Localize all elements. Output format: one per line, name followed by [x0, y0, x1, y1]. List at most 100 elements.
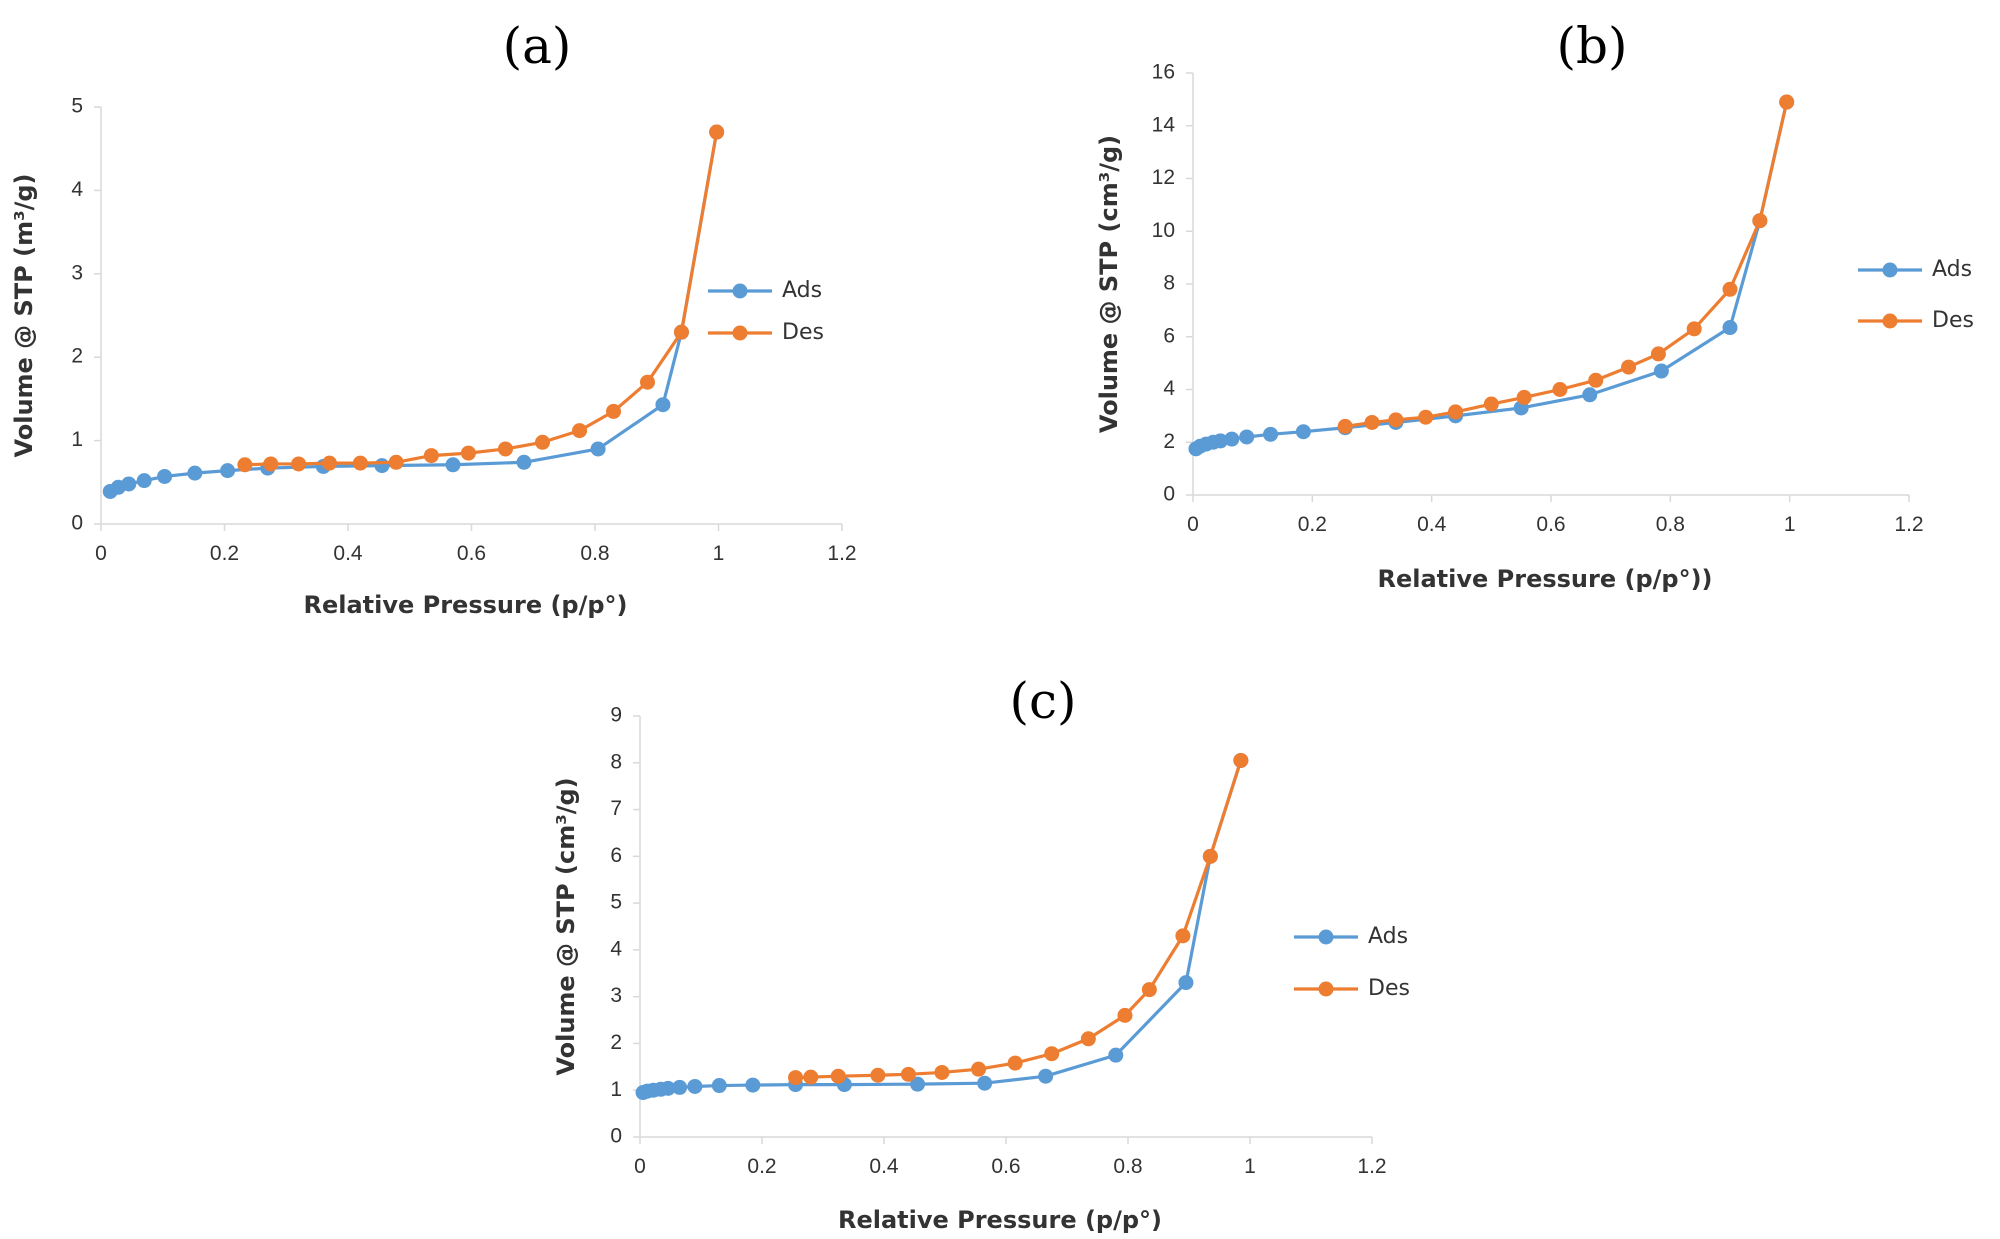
data-point-des [1388, 412, 1404, 428]
chart-panel-3: (c) 0 0.2 0.4 0.6 0.8 1 1.2 0 1 2 3 4 5 6 7 8 9 Relative P… [552, 672, 1410, 1234]
data-point-des [1621, 359, 1637, 375]
legend-swatch-marker [1318, 981, 1334, 997]
x-tick-label: 0.2 [210, 542, 239, 565]
y-axis-title: Volume @ STP (m³/g) [10, 173, 38, 457]
x-tick-label: 1 [1784, 513, 1796, 536]
legend-entry-des: Des [708, 320, 824, 345]
y-tick-label: 5 [610, 891, 622, 914]
data-point-ads [1038, 1068, 1054, 1084]
x-tick-label: 0.4 [1417, 513, 1447, 536]
data-point-ads [660, 1080, 676, 1096]
y-tick-label: 9 [610, 704, 622, 727]
x-tick-label: 1.2 [827, 542, 856, 565]
x-tick-label: 0.2 [747, 1155, 776, 1178]
x-tick-label: 0.6 [1536, 513, 1565, 536]
legend-label: Ads [782, 278, 822, 303]
y-axis-title: Volume @ STP (cm³/g) [1095, 135, 1123, 433]
x-tick-label: 0.8 [1113, 1155, 1142, 1178]
data-point-des [1202, 848, 1218, 864]
data-point-des [639, 374, 655, 390]
data-point-des [497, 441, 513, 457]
data-point-ads [1239, 429, 1255, 445]
data-point-des [1752, 213, 1768, 229]
legend-label: Des [1932, 308, 1974, 333]
data-point-des [1516, 389, 1532, 405]
data-point-des [1044, 1046, 1060, 1062]
y-tick-label: 0 [1163, 483, 1175, 506]
y-tick-label: 6 [610, 844, 622, 867]
y-tick-label: 6 [1163, 324, 1175, 347]
legend-swatch-marker [1318, 929, 1334, 945]
data-point-des [830, 1068, 846, 1084]
data-point-des [1364, 414, 1380, 430]
legend-swatch-marker [1882, 262, 1898, 278]
legend-entry-ads: Ads [1294, 924, 1408, 949]
y-tick-label: 8 [610, 750, 622, 773]
data-point-des [788, 1070, 804, 1086]
chart-panel-2: (b) 0 0.2 0.4 0.6 0.8 1 1.2 0 2 4 6 8 10 12 14 16 Relativ… [1095, 17, 1974, 593]
x-tick-label: 0 [95, 542, 107, 565]
data-point-des [1552, 382, 1568, 397]
y-axis-title: Volume @ STP (cm³/g) [552, 777, 580, 1075]
data-point-des [1418, 409, 1434, 425]
x-tick-label: 0.2 [1298, 513, 1327, 536]
legend-label: Des [782, 320, 824, 345]
x-tick-label: 1 [1244, 1155, 1256, 1178]
data-point-des [1483, 396, 1499, 412]
data-point-des [709, 124, 725, 140]
data-point-ads [1212, 433, 1228, 449]
x-tick-label: 1.2 [1357, 1155, 1386, 1178]
data-point-des [1650, 346, 1666, 362]
x-tick-label: 0.4 [333, 542, 363, 565]
y-tick-label: 1 [71, 428, 83, 451]
data-point-ads [1582, 387, 1598, 403]
data-point-des [291, 456, 307, 472]
data-point-ads [121, 476, 137, 492]
data-point-des [572, 423, 588, 439]
series-line-des [795, 759, 1243, 1080]
data-point-ads [745, 1077, 761, 1093]
data-point-des [1007, 1055, 1023, 1071]
legend-swatch-marker [732, 283, 748, 299]
y-tick-label: 4 [610, 937, 622, 960]
data-point-ads [672, 1079, 688, 1095]
data-point-ads [910, 1076, 926, 1092]
legend-entry-des: Des [1294, 976, 1410, 1001]
data-point-ads [220, 463, 236, 479]
legend-label: Ads [1368, 924, 1408, 949]
data-point-des [803, 1069, 819, 1085]
data-point-ads [687, 1078, 703, 1094]
data-point-des [971, 1061, 987, 1077]
data-point-des [460, 445, 476, 461]
data-point-ads [1224, 431, 1240, 447]
data-point-des [263, 456, 279, 472]
data-point-ads [711, 1078, 727, 1094]
x-tick-label: 0 [634, 1155, 646, 1178]
y-tick-label: 3 [610, 984, 622, 1007]
legend-label: Des [1368, 976, 1410, 1001]
x-axis-title: Relative Pressure (p/p°) [838, 1206, 1162, 1234]
data-point-ads [516, 454, 532, 470]
data-point-des [900, 1066, 916, 1082]
y-tick-label: 2 [1163, 430, 1175, 453]
data-point-des [673, 324, 689, 340]
data-point-des [1686, 321, 1702, 337]
data-point-ads [1653, 363, 1669, 379]
legend-swatch-marker [1882, 313, 1898, 329]
data-point-des [606, 403, 622, 419]
data-point-ads [1108, 1047, 1124, 1063]
y-tick-label: 16 [1152, 61, 1175, 84]
series-line-des [1344, 101, 1789, 429]
data-point-des [1588, 372, 1604, 388]
data-point-ads [1295, 424, 1311, 440]
x-tick-label: 1.2 [1894, 513, 1923, 536]
y-tick-label: 10 [1152, 219, 1175, 242]
y-tick-label: 1 [610, 1078, 622, 1101]
y-tick-label: 12 [1152, 166, 1175, 189]
series-line-ads [642, 759, 1243, 1095]
data-point-ads [590, 441, 606, 457]
data-point-des [388, 454, 404, 470]
x-tick-label: 0.6 [457, 542, 486, 565]
y-tick-label: 0 [71, 512, 83, 535]
